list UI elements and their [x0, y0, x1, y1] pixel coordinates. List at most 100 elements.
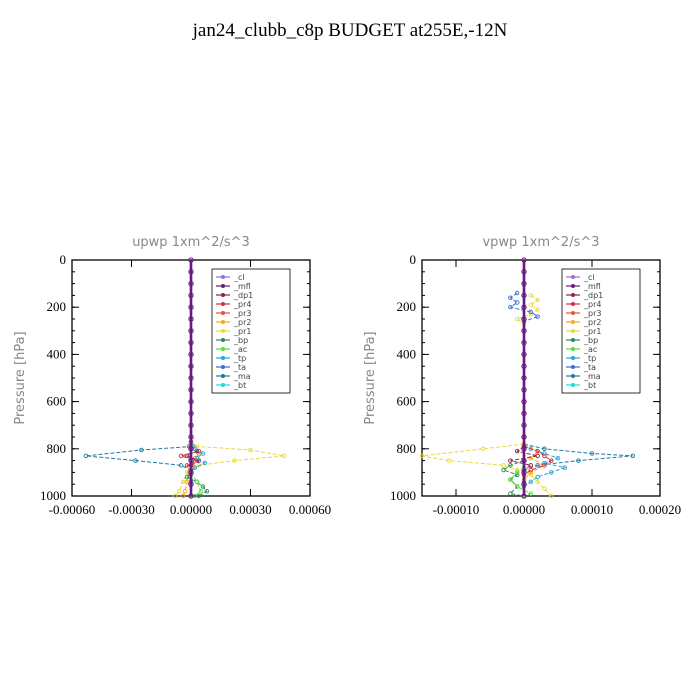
- data-point: [521, 363, 527, 369]
- data-point: [501, 467, 506, 473]
- data-point: [521, 316, 527, 322]
- x-tick-label: -0.00030: [108, 502, 155, 517]
- x-tick-label: 0.00000: [170, 502, 212, 517]
- data-point: [188, 351, 194, 358]
- data-point: [180, 493, 186, 499]
- data-point: [528, 467, 534, 473]
- legend-label: _ma: [233, 372, 251, 381]
- data-point: [188, 328, 194, 334]
- data-point: [521, 257, 527, 263]
- legend-marker: [571, 320, 575, 324]
- data-point: [542, 446, 547, 452]
- y-tick-label: 400: [47, 346, 67, 361]
- chart-panel-vpwp: vpwp 1xm^2/s^3 Pressure [hPa] 0 200 400 600 80…: [363, 235, 681, 517]
- y-tick-label: 200: [397, 299, 417, 314]
- legend-marker: [571, 293, 575, 297]
- data-point: [528, 302, 534, 308]
- data-point: [521, 387, 527, 393]
- legend-marker: [221, 338, 225, 342]
- data-point: [501, 463, 506, 468]
- data-point: [521, 304, 527, 310]
- legend-label: _pr4: [583, 300, 601, 309]
- data-point: [514, 300, 520, 305]
- series-line-ma: [85, 441, 194, 496]
- data-point: [548, 458, 554, 463]
- data-point: [528, 309, 534, 315]
- y-tick-label: 600: [47, 394, 67, 409]
- data-point: [521, 469, 527, 476]
- data-point: [188, 398, 194, 405]
- data-point: [508, 458, 513, 463]
- y-tick-label: 800: [397, 441, 417, 456]
- data-point: [508, 295, 513, 301]
- data-point: [508, 477, 513, 482]
- data-point: [535, 297, 540, 303]
- legend-marker: [571, 338, 575, 342]
- data-point: [188, 280, 194, 287]
- y-tick-label: 1000: [40, 488, 66, 503]
- legend-marker: [221, 374, 225, 378]
- data-point: [139, 447, 144, 453]
- series-line-ac: [509, 467, 533, 497]
- data-point: [480, 446, 486, 452]
- data-point: [528, 463, 534, 468]
- y-tick-label: 600: [397, 394, 417, 409]
- data-point: [542, 486, 547, 492]
- panel-title: upwp 1xm^2/s^3: [132, 235, 250, 250]
- data-point: [514, 316, 520, 322]
- data-point: [202, 460, 208, 466]
- data-point: [192, 465, 198, 470]
- data-point: [281, 453, 287, 459]
- data-point: [188, 434, 194, 440]
- data-point: [521, 292, 527, 299]
- x-tick-label: 0.00000: [503, 502, 545, 517]
- data-point: [184, 474, 190, 480]
- data-point: [194, 479, 200, 485]
- data-point: [188, 410, 194, 417]
- data-point: [521, 280, 527, 287]
- y-axis-label: Pressure [hPa]: [363, 331, 378, 424]
- legend-label: _pr3: [583, 309, 601, 318]
- data-point: [188, 422, 194, 428]
- data-point: [188, 457, 194, 464]
- legend-marker: [571, 356, 575, 360]
- data-point: [184, 479, 190, 485]
- data-point: [188, 316, 194, 322]
- data-point: [528, 455, 534, 461]
- chart-panel-upwp: upwp 1xm^2/s^3 Pressure [hPa] 0 200 400 600 80…: [13, 235, 331, 517]
- data-point: [188, 387, 194, 393]
- legend-label: _mfl: [583, 282, 601, 291]
- data-point: [521, 493, 527, 499]
- data-point: [514, 484, 520, 489]
- series-line-pr1: [421, 443, 552, 497]
- data-point: [508, 491, 513, 496]
- data-point: [514, 448, 520, 454]
- y-tick-label: 0: [410, 252, 417, 267]
- x-tick-label: 0.00060: [289, 502, 331, 517]
- data-point: [188, 269, 194, 275]
- legend-marker: [221, 320, 225, 324]
- x-tick-label: 0.00010: [571, 502, 613, 517]
- series-line-pr4: [179, 441, 201, 471]
- data-point: [188, 339, 194, 346]
- data-point: [521, 339, 527, 346]
- legend-label: _pr2: [583, 318, 601, 327]
- series-line-dp1: [185, 446, 201, 466]
- data-point: [521, 269, 527, 275]
- legend-marker: [221, 284, 225, 288]
- legend-label: _ac: [583, 345, 597, 354]
- y-tick-label: 0: [60, 252, 67, 267]
- legend-label: _mfl: [233, 282, 251, 291]
- legend-label: _pr1: [583, 327, 601, 336]
- data-point: [248, 447, 253, 453]
- data-point: [188, 469, 194, 476]
- data-point: [535, 463, 540, 468]
- legend-marker: [571, 347, 575, 351]
- legend-label: _dp1: [233, 291, 253, 300]
- data-point: [200, 451, 206, 456]
- series-line-pr1: [516, 294, 539, 325]
- legend-label: _ta: [233, 363, 246, 372]
- data-point: [184, 453, 190, 459]
- y-tick-label: 200: [47, 299, 67, 314]
- legend-marker: [221, 365, 225, 369]
